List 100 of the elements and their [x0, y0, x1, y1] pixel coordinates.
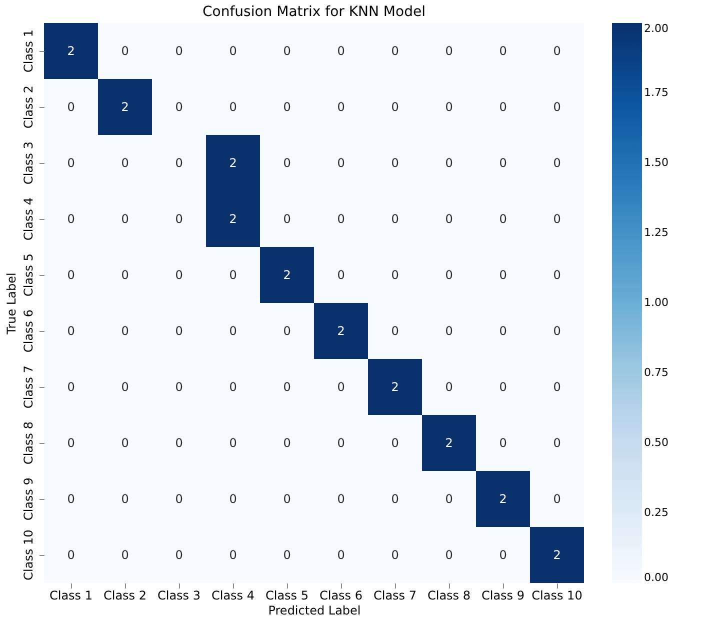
data-label: 0	[283, 212, 291, 226]
data-label: 2	[553, 548, 561, 562]
data-label: 0	[391, 492, 399, 506]
data-label: 0	[337, 268, 345, 282]
data-label: 0	[283, 380, 291, 394]
data-label: 0	[121, 436, 129, 450]
data-label: 0	[175, 548, 183, 562]
data-label: 0	[121, 212, 129, 226]
x-tick-label: Class 1	[49, 588, 93, 602]
color-bar-label: 1.75	[644, 86, 668, 99]
data-label: 0	[553, 380, 561, 394]
data-label: 2	[229, 212, 237, 226]
data-label: 0	[553, 436, 561, 450]
data-label: 0	[175, 492, 183, 506]
data-label: 0	[175, 212, 183, 226]
data-label: 0	[175, 156, 183, 170]
data-label: 2	[283, 268, 291, 282]
y-tick-label: Class 7	[22, 365, 36, 409]
data-label: 0	[121, 156, 129, 170]
data-label: 0	[553, 100, 561, 114]
data-label: 0	[67, 492, 75, 506]
data-label: 0	[553, 324, 561, 338]
data-label: 0	[391, 212, 399, 226]
x-tick-label: Class 9	[481, 588, 525, 602]
data-label: 0	[553, 268, 561, 282]
data-label: 0	[499, 44, 507, 58]
data-label: 0	[283, 44, 291, 58]
data-label: 0	[553, 212, 561, 226]
color-bar-label: 1.50	[644, 156, 668, 169]
data-label: 0	[121, 268, 129, 282]
x-tick-label: Class 2	[103, 588, 147, 602]
data-label: 0	[391, 44, 399, 58]
data-label: 0	[229, 100, 237, 114]
data-label: 0	[499, 324, 507, 338]
x-tick-label: Class 4	[211, 588, 255, 602]
data-label: 0	[175, 380, 183, 394]
data-label: 0	[67, 548, 75, 562]
data-label: 0	[67, 100, 75, 114]
data-label: 0	[499, 156, 507, 170]
x-tick-label: Class 10	[532, 588, 582, 602]
data-label: 0	[121, 324, 129, 338]
data-label: 0	[175, 324, 183, 338]
data-label: 0	[175, 436, 183, 450]
y-tick-label: Class 3	[22, 141, 36, 185]
data-label: 0	[67, 268, 75, 282]
y-tick-label: Class 8	[22, 421, 36, 465]
data-label: 0	[553, 44, 561, 58]
data-label: 0	[229, 492, 237, 506]
data-label: 0	[445, 548, 453, 562]
x-tick-label: Class 5	[265, 588, 309, 602]
data-label: 0	[121, 380, 129, 394]
y-tick-label: Class 2	[22, 85, 36, 129]
data-label: 0	[67, 324, 75, 338]
y-tick-label: Class 9	[22, 477, 36, 521]
data-label: 0	[391, 100, 399, 114]
data-label: 0	[67, 380, 75, 394]
data-label: 2	[121, 100, 129, 114]
y-tick-label: Class 4	[22, 197, 36, 241]
data-label: 0	[499, 268, 507, 282]
data-label: 0	[283, 156, 291, 170]
data-label: 2	[499, 492, 507, 506]
data-label: 0	[337, 436, 345, 450]
data-label: 0	[445, 156, 453, 170]
data-label: 0	[283, 548, 291, 562]
data-label: 0	[553, 156, 561, 170]
data-label: 2	[229, 156, 237, 170]
color-bar-label: 1.25	[644, 226, 668, 239]
color-bar-label: 0.75	[644, 366, 668, 379]
color-bar-label: 2.00	[644, 22, 668, 35]
data-label: 0	[283, 492, 291, 506]
data-label: 0	[175, 268, 183, 282]
data-label: 0	[337, 100, 345, 114]
data-label: 0	[499, 100, 507, 114]
y-axis-title: True Label	[4, 272, 18, 336]
data-label: 0	[121, 548, 129, 562]
data-label: 0	[445, 492, 453, 506]
data-label: 0	[67, 156, 75, 170]
data-label: 0	[337, 212, 345, 226]
data-label: 0	[499, 212, 507, 226]
data-label: 0	[445, 324, 453, 338]
x-axis-title: Predicted Label	[268, 604, 361, 618]
x-tick-label: Class 3	[157, 588, 201, 602]
chart-title: Confusion Matrix for KNN Model	[202, 4, 426, 20]
data-label: 0	[175, 100, 183, 114]
data-label: 0	[337, 156, 345, 170]
x-tick-label: Class 6	[319, 588, 363, 602]
data-label: 0	[445, 380, 453, 394]
x-tick-label: Class 8	[427, 588, 471, 602]
y-tick-label: Class 5	[22, 253, 36, 297]
data-label: 0	[229, 548, 237, 562]
data-label: 0	[499, 548, 507, 562]
data-label: 2	[391, 380, 399, 394]
data-label: 0	[283, 324, 291, 338]
data-label: 0	[283, 100, 291, 114]
data-label: 0	[445, 268, 453, 282]
data-label: 2	[337, 324, 345, 338]
data-label: 0	[391, 548, 399, 562]
color-bar-label: 1.00	[644, 296, 668, 309]
data-label: 0	[175, 44, 183, 58]
x-tick-label: Class 7	[373, 588, 417, 602]
